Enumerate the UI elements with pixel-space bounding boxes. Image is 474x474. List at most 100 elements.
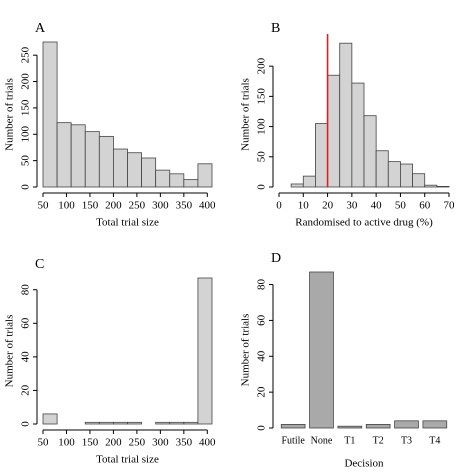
x-tick-label: 30 [346, 200, 358, 212]
bar [365, 424, 391, 429]
histogram-bar [113, 148, 128, 188]
y-tick-label: 50 [20, 155, 32, 167]
histogram-bar [42, 41, 58, 188]
y-tick-label: 100 [20, 126, 32, 143]
x-tick-label: 40 [371, 200, 383, 212]
x-tick-label: 300 [152, 437, 169, 449]
x-tick-label: 0 [276, 200, 282, 212]
panel-label: D [271, 251, 281, 266]
x-tick-label: T1 [344, 435, 355, 446]
histogram-bar [339, 42, 353, 188]
panel-label: A [35, 21, 46, 36]
histogram-bar [387, 161, 401, 188]
histogram-bar [169, 421, 185, 425]
y-tick-label: 20 [20, 384, 32, 396]
y-axis-label: Number of trials [4, 315, 16, 388]
y-tick-label: 250 [20, 46, 32, 63]
x-tick-label: T4 [429, 435, 440, 446]
histogram-bar [155, 169, 171, 188]
x-tick-label: 250 [129, 437, 146, 449]
y-tick-label: 40 [256, 350, 268, 362]
y-tick-label: 40 [20, 351, 32, 363]
histogram-bar [302, 175, 316, 188]
x-tick-label: 150 [82, 437, 99, 449]
x-tick-label: 10 [298, 200, 310, 212]
histogram-bar [84, 421, 100, 425]
y-tick-label: 200 [256, 57, 268, 74]
histogram-bar [42, 413, 58, 425]
histogram-bar [84, 131, 100, 188]
x-tick-label: 400 [199, 200, 216, 212]
histogram-bar [127, 152, 142, 188]
y-tick-label: 150 [20, 99, 32, 116]
x-tick-label: 60 [419, 200, 431, 212]
x-tick-label: T2 [373, 435, 384, 446]
histogram-bar [290, 183, 304, 188]
x-tick-label: 200 [105, 437, 122, 449]
histogram-bar [351, 82, 365, 188]
x-tick-label: 70 [444, 200, 456, 212]
histogram-bar [169, 173, 185, 188]
y-tick-label: 0 [20, 421, 32, 427]
bar [337, 425, 363, 429]
x-tick-label: 150 [82, 200, 99, 212]
y-tick-label: 0 [20, 184, 32, 190]
histogram-bar [400, 163, 413, 188]
x-axis-label: Randomised to active drug (%) [295, 217, 433, 229]
bar [280, 424, 306, 429]
histogram-bar [70, 124, 86, 188]
panel-label: C [35, 257, 44, 272]
x-tick-label: 300 [152, 200, 169, 212]
y-tick-label: 80 [256, 279, 268, 291]
x-tick-label: 50 [395, 200, 407, 212]
y-tick-label: 80 [20, 284, 32, 296]
histogram-bar [155, 421, 171, 425]
x-tick-label: 350 [176, 200, 193, 212]
x-tick-label: 250 [129, 200, 146, 212]
y-tick-label: 200 [20, 73, 32, 90]
y-tick-label: 60 [20, 317, 32, 329]
y-axis-label: Number of trials [4, 78, 16, 151]
y-tick-label: 150 [256, 88, 268, 105]
x-tick-label: Futile [281, 435, 305, 446]
x-tick-label: 100 [58, 437, 75, 449]
histogram-bar [375, 150, 389, 188]
histogram-bar [98, 135, 114, 188]
x-axis-label: Total trial size [96, 217, 159, 229]
x-axis-label: Decision [344, 458, 384, 470]
x-tick-label: 20 [322, 200, 334, 212]
x-tick-label: 50 [38, 200, 50, 212]
histogram-bar [141, 157, 157, 188]
histogram-bar [197, 163, 213, 188]
bar [394, 420, 419, 429]
histogram-bar [412, 173, 426, 188]
y-axis-label: Number of trials [240, 78, 252, 151]
y-tick-label: 60 [256, 314, 268, 326]
y-tick-label: 20 [256, 386, 268, 398]
y-tick-label: 100 [256, 118, 268, 135]
histogram-bar [183, 421, 199, 425]
y-tick-label: 0 [256, 425, 268, 431]
histogram-bar [327, 74, 341, 188]
histogram-bar [197, 277, 213, 425]
x-axis-label: Total trial size [96, 454, 159, 466]
bar [422, 420, 448, 429]
x-tick-label: 50 [38, 437, 50, 449]
x-tick-label: None [311, 435, 333, 446]
y-axis-label: Number of trials [240, 314, 252, 387]
histogram-bar [363, 115, 377, 188]
histogram-bar [315, 123, 328, 188]
histogram-bar [424, 184, 438, 188]
histogram-bar [113, 421, 128, 425]
panel-label: B [271, 21, 280, 36]
histogram-bar [183, 179, 199, 188]
x-tick-label: 350 [176, 437, 193, 449]
x-tick-label: 200 [105, 200, 122, 212]
x-tick-label: 400 [199, 437, 216, 449]
histogram-bar [56, 122, 72, 188]
bar [309, 271, 334, 429]
histogram-bar [436, 185, 450, 188]
x-tick-label: 100 [58, 200, 75, 212]
histogram-bar [98, 421, 114, 425]
